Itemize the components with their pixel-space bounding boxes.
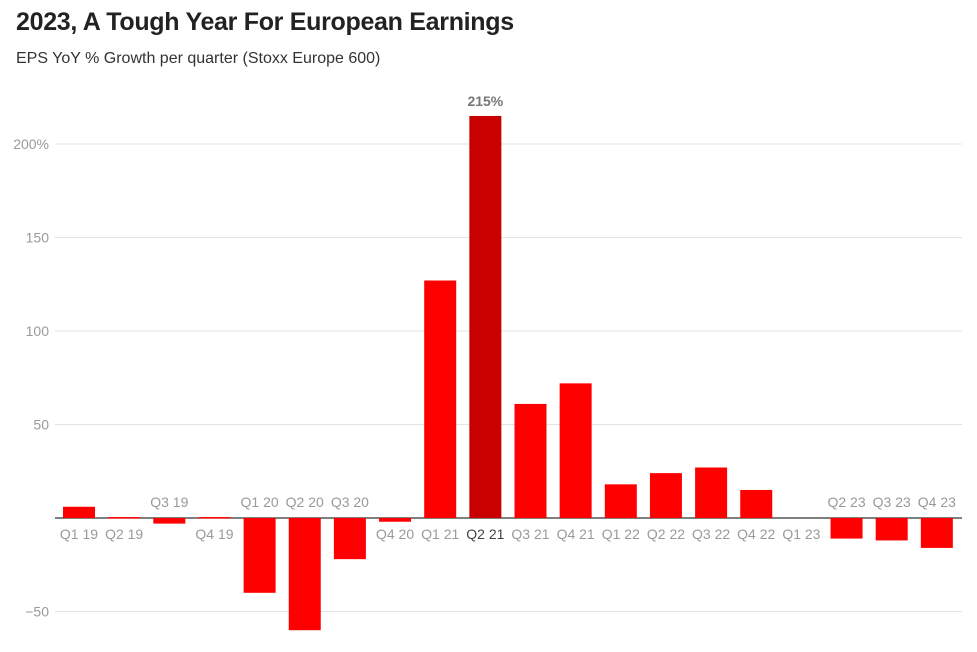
data-label-peak: 215% xyxy=(467,93,503,109)
bar-q4-19 xyxy=(198,517,231,519)
y-tick-label: −50 xyxy=(25,604,49,620)
x-tick-label: Q3 23 xyxy=(873,494,911,510)
y-tick-label: 50 xyxy=(33,417,49,433)
bar-q3-20 xyxy=(333,518,366,560)
bar-q2-19 xyxy=(108,517,141,519)
x-tick-label: Q4 23 xyxy=(918,494,956,510)
x-tick-label: Q1 19 xyxy=(60,526,98,542)
bar-q2-22 xyxy=(649,473,682,518)
bar-q2-20 xyxy=(288,518,321,631)
bar-q4-22 xyxy=(740,489,773,518)
x-tick-label: Q2 22 xyxy=(647,526,685,542)
x-tick-label: Q2 21 xyxy=(466,526,504,542)
x-tick-label: Q1 22 xyxy=(602,526,640,542)
gridlines xyxy=(55,143,962,612)
x-tick-label: Q2 20 xyxy=(286,494,324,510)
bar-q3-21 xyxy=(514,403,547,518)
y-tick-label: 150 xyxy=(26,230,50,246)
x-tick-label: Q1 20 xyxy=(241,494,279,510)
chart-subtitle: EPS YoY % Growth per quarter (Stoxx Euro… xyxy=(16,50,381,67)
chart-title: 2023, A Tough Year For European Earnings xyxy=(16,8,514,36)
x-tick-label: Q3 20 xyxy=(331,494,369,510)
labels: 200% 150 100 50 −50 Q1 19 Q2 19 Q3 19 Q4 19 Q1 20… xyxy=(13,93,956,620)
y-tick-label: 200% xyxy=(13,136,49,152)
bar-q4-20 xyxy=(379,518,412,522)
x-tick-label: Q4 20 xyxy=(376,526,414,542)
x-tick-label: Q4 21 xyxy=(557,526,595,542)
x-tick-label: Q1 23 xyxy=(782,526,820,542)
bar-q2-21 xyxy=(469,115,502,518)
bar-q4-23 xyxy=(920,518,953,548)
x-tick-label: Q3 21 xyxy=(511,526,549,542)
x-tick-label: Q4 22 xyxy=(737,526,775,542)
bar-q1-22 xyxy=(604,484,637,518)
x-tick-label: Q3 19 xyxy=(150,494,188,510)
bar-q3-19 xyxy=(153,518,186,524)
bar-q2-23 xyxy=(830,518,863,539)
x-tick-label: Q4 19 xyxy=(195,526,233,542)
x-tick-label: Q2 23 xyxy=(827,494,865,510)
bar-q3-22 xyxy=(695,467,728,518)
y-tick-label: 100 xyxy=(26,323,50,339)
x-tick-label: Q1 21 xyxy=(421,526,459,542)
bar-q3-23 xyxy=(875,518,908,541)
bars xyxy=(63,115,953,631)
bar-q1-20 xyxy=(243,518,276,593)
bar-q1-21 xyxy=(424,280,457,518)
bar-q4-21 xyxy=(559,383,592,518)
x-tick-label: Q3 22 xyxy=(692,526,730,542)
x-tick-label: Q2 19 xyxy=(105,526,143,542)
bar-q1-19 xyxy=(63,506,95,518)
